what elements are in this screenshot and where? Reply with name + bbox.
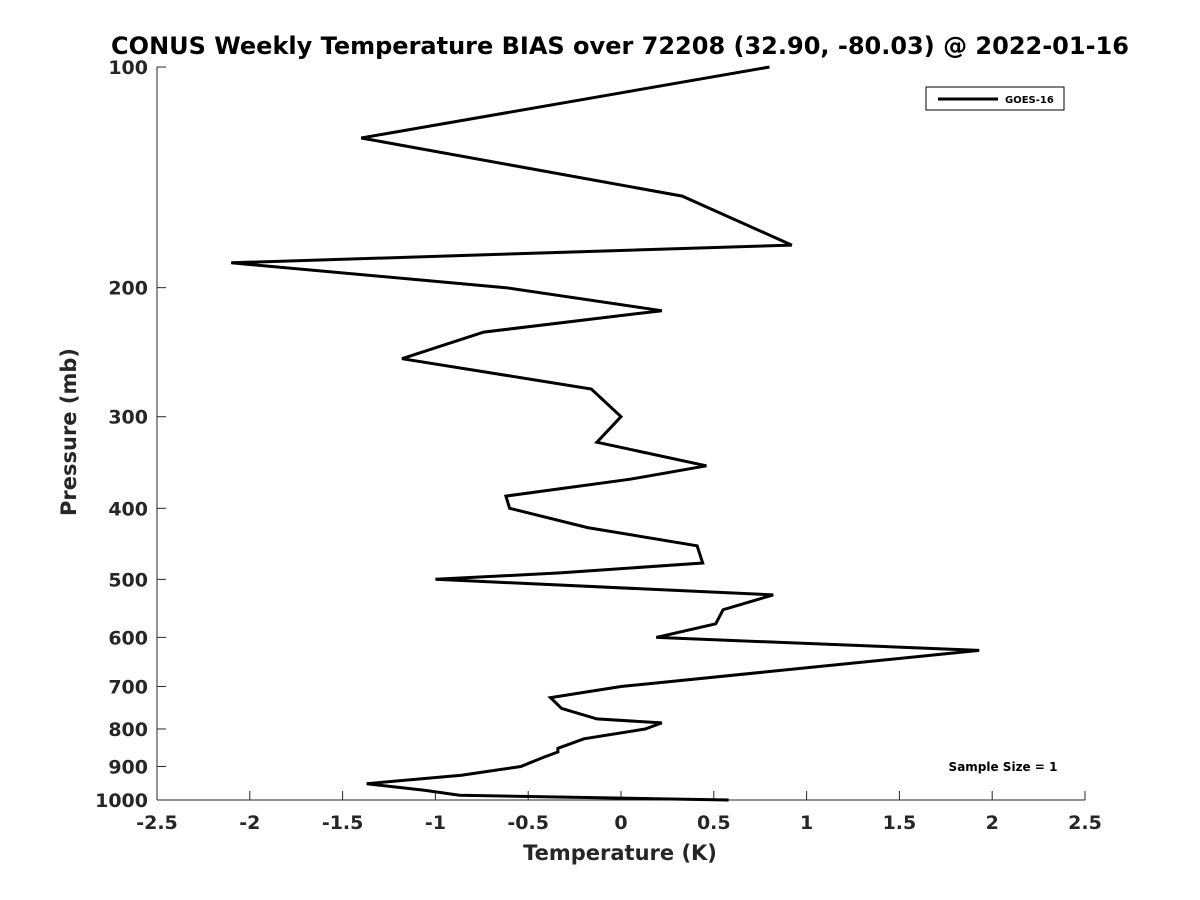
sample-size-annotation: Sample Size = 1 bbox=[949, 760, 1058, 774]
y-tick-label: 200 bbox=[108, 278, 148, 300]
x-tick-label: 2 bbox=[986, 812, 999, 834]
x-tick-label: -2.5 bbox=[136, 812, 178, 834]
chart-title: CONUS Weekly Temperature BIAS over 72208… bbox=[111, 32, 1129, 60]
x-tick-label: 0.5 bbox=[697, 812, 731, 834]
x-tick-label: -0.5 bbox=[507, 812, 549, 834]
y-tick-label: 300 bbox=[108, 407, 148, 429]
x-tick-label: 2.5 bbox=[1068, 812, 1102, 834]
x-tick-label: 1.5 bbox=[883, 812, 917, 834]
series-layer bbox=[231, 65, 980, 802]
x-tick-label: -1 bbox=[425, 812, 446, 834]
y-tick-label: 800 bbox=[108, 719, 148, 741]
y-axis-ticks: 100 200 300 400 500 600 700 800 900 1000 bbox=[95, 57, 166, 812]
x-tick-label: 1 bbox=[800, 812, 813, 834]
y-tick-label: 900 bbox=[108, 756, 148, 778]
y-tick-label: 400 bbox=[108, 498, 148, 520]
y-tick-label: 600 bbox=[108, 627, 148, 649]
y-axis-label: Pressure (mb) bbox=[57, 348, 81, 516]
legend: GOES-16 bbox=[925, 86, 1065, 111]
series-line-goes-16 bbox=[231, 65, 980, 802]
x-tick-label: 0 bbox=[614, 812, 627, 834]
y-tick-label: 100 bbox=[108, 57, 148, 79]
x-tick-label: -1.5 bbox=[322, 812, 364, 834]
y-tick-label: 500 bbox=[108, 569, 148, 591]
x-axis-label: Temperature (K) bbox=[523, 841, 717, 865]
x-tick-label: -2 bbox=[239, 812, 260, 834]
x-axis-ticks: -2.5 -2 -1.5 -1 -0.5 0 0.5 1 1.5 2 2.5 bbox=[136, 791, 1102, 834]
y-tick-label: 1000 bbox=[95, 790, 148, 812]
y-tick-label: 700 bbox=[108, 676, 148, 698]
legend-label-goes16: GOES-16 bbox=[1005, 95, 1054, 106]
